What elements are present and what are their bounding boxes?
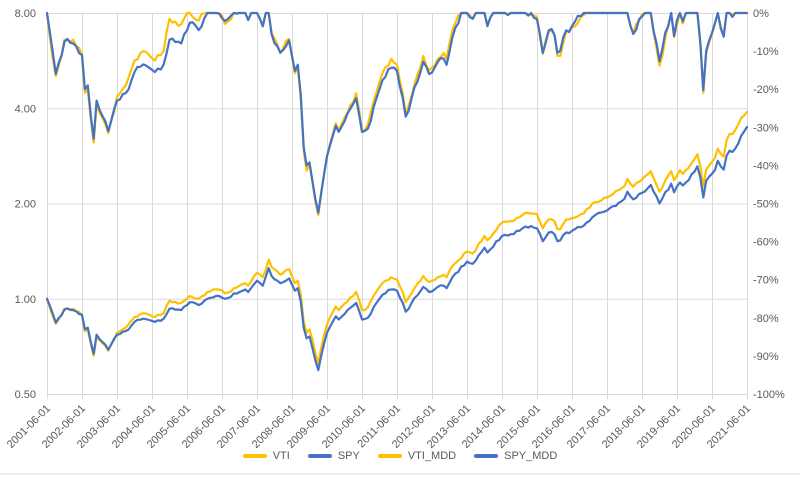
left-axis-tick-label: 0.50 xyxy=(15,389,36,401)
legend-item-vti_mdd: VTI_MDD xyxy=(377,450,457,462)
gridlines xyxy=(47,13,748,395)
legend-label: SPY xyxy=(337,450,360,462)
right-axis-tick-label: -90% xyxy=(753,351,779,363)
legend-item-vti: VTI xyxy=(242,450,290,462)
legend-swatch-spy xyxy=(307,454,332,458)
right-axis-tick-label: 0% xyxy=(753,8,769,20)
legend-swatch-vti_mdd xyxy=(377,454,402,458)
left-axis-tick-label: 2.00 xyxy=(15,199,36,211)
right-axis-tick-label: -70% xyxy=(753,275,779,287)
right-axis-tick-label: -40% xyxy=(753,160,779,172)
legend-label: SPY_MDD xyxy=(504,450,558,462)
series-line-vti xyxy=(45,111,749,365)
legend-item-spy: SPY xyxy=(307,450,360,462)
legend-swatch-spy_mdd xyxy=(474,454,499,458)
right-axis-tick-label: -10% xyxy=(753,46,779,58)
right-axis-tick-label: -30% xyxy=(753,122,779,134)
series-line-spy xyxy=(45,125,749,372)
chart-legend: VTI SPY VTI_MDD SPY_MDD xyxy=(0,450,800,462)
left-axis-tick-label: 8.00 xyxy=(15,8,36,20)
legend-label: VTI_MDD xyxy=(407,450,457,462)
legend-item-spy_mdd: SPY_MDD xyxy=(474,450,557,462)
right-axis-tick-label: -100% xyxy=(753,389,785,401)
right-axis-tick-label: -20% xyxy=(753,84,779,96)
series-line-spy-mdd xyxy=(45,11,749,214)
left-axis-tick-label: 1.00 xyxy=(15,294,36,306)
legend-label: VTI xyxy=(272,450,290,462)
legend-swatch-vti xyxy=(242,454,267,458)
left-axis-tick-label: 4.00 xyxy=(15,103,36,115)
axis-tick-marks xyxy=(47,394,748,399)
right-axis-tick-label: -60% xyxy=(753,237,779,249)
right-axis-tick-label: -50% xyxy=(753,199,779,211)
right-axis-tick-label: -80% xyxy=(753,313,779,325)
series-lines xyxy=(45,11,749,372)
